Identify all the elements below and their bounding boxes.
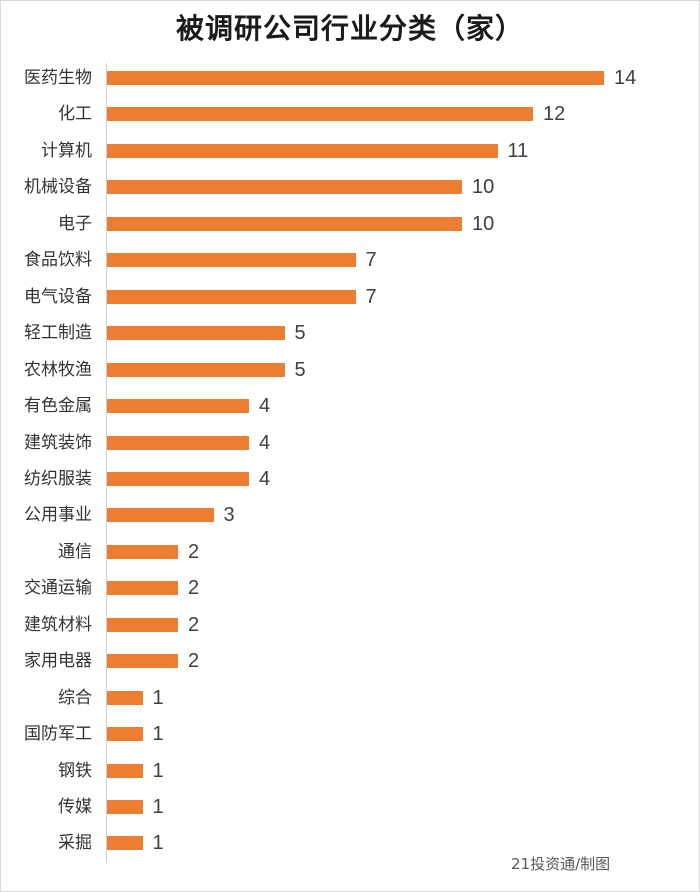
bar-row: 有色金属 4 (1, 388, 700, 424)
category-label: 电气设备 (24, 286, 92, 307)
bar-row: 食品饮料 7 (1, 242, 700, 278)
data-label: 1 (152, 759, 164, 782)
bar (107, 253, 356, 268)
bar (107, 617, 178, 632)
bar-row: 机械设备 10 (1, 169, 700, 205)
bar (107, 581, 178, 596)
bar (107, 399, 249, 414)
bar (107, 143, 498, 158)
data-label: 2 (188, 650, 200, 673)
bar-row: 电气设备 7 (1, 279, 700, 315)
bar-row: 计算机 11 (1, 133, 700, 169)
data-label: 11 (507, 139, 529, 162)
bar (107, 690, 143, 705)
category-label: 家用电器 (24, 651, 92, 672)
category-label: 食品饮料 (24, 250, 92, 271)
source-credit: 21投资通/制图 (511, 855, 611, 873)
data-label: 12 (543, 103, 566, 126)
category-label: 计算机 (41, 140, 92, 161)
data-label: 14 (614, 67, 637, 89)
bar-row: 轻工制造 5 (1, 315, 700, 351)
category-label: 纺织服装 (24, 468, 92, 489)
data-label: 2 (188, 577, 200, 600)
data-label: 1 (152, 832, 164, 855)
category-label: 化工 (58, 104, 92, 125)
category-label: 钢铁 (58, 760, 92, 781)
bar-row: 交通运输 2 (1, 570, 700, 606)
chart-title: 被调研公司行业分类（家） (175, 12, 524, 45)
category-label: 建筑装饰 (24, 432, 92, 453)
data-label: 2 (188, 540, 200, 563)
category-label: 交通运输 (24, 578, 92, 599)
bar (107, 727, 143, 742)
bar (107, 435, 249, 450)
bar (107, 180, 462, 195)
category-label: 通信 (58, 541, 92, 562)
bar (107, 107, 533, 122)
bar-row: 公用事业 3 (1, 497, 700, 533)
bar (107, 216, 462, 231)
bar (107, 544, 178, 559)
category-label: 农林牧渔 (24, 359, 92, 380)
bar-row: 家用电器 2 (1, 643, 700, 679)
bar (107, 71, 604, 85)
category-label: 采掘 (58, 833, 92, 854)
bar-row: 钢铁 1 (1, 753, 700, 789)
bar-row: 化工 12 (1, 96, 700, 132)
bar (107, 508, 214, 523)
category-label: 国防军工 (24, 724, 92, 745)
bar-row: 电子 10 (1, 206, 700, 242)
bar (107, 326, 285, 341)
data-label: 7 (365, 249, 377, 272)
bar (107, 800, 143, 814)
bar-row: 综合 1 (1, 680, 700, 716)
bar-row: 纺织服装 4 (1, 461, 700, 497)
bar (107, 289, 356, 304)
data-label: 4 (259, 467, 271, 490)
bar-row: 采掘 1 (1, 825, 700, 861)
bar (107, 654, 178, 669)
data-label: 7 (365, 285, 377, 308)
category-label: 电子 (58, 213, 92, 234)
data-label: 5 (294, 358, 306, 381)
bar-row: 传媒 1 (1, 789, 700, 825)
data-label: 10 (472, 176, 495, 199)
category-label: 传媒 (58, 797, 92, 817)
bar (107, 471, 249, 486)
data-label: 4 (259, 431, 271, 454)
data-label: 10 (472, 212, 495, 235)
bar (107, 763, 143, 778)
category-label: 公用事业 (24, 505, 92, 526)
data-label: 1 (152, 686, 164, 709)
bar-row: 农林牧渔 5 (1, 352, 700, 388)
category-label: 建筑材料 (24, 614, 92, 635)
data-label: 1 (152, 723, 164, 746)
category-label: 轻工制造 (24, 323, 92, 344)
bar-row: 建筑材料 2 (1, 607, 700, 643)
category-label: 有色金属 (24, 396, 92, 417)
bar-row: 国防军工 1 (1, 716, 700, 752)
category-label: 综合 (58, 687, 92, 708)
bar-row: 通信 2 (1, 534, 700, 570)
category-label: 机械设备 (24, 177, 92, 198)
bar-row: 建筑装饰 4 (1, 425, 700, 461)
data-label: 5 (294, 322, 306, 345)
category-axis-line (106, 63, 107, 863)
category-label: 医药生物 (24, 68, 92, 88)
data-label: 3 (223, 504, 235, 527)
data-label: 1 (152, 796, 164, 818)
bar-row: 医药生物 14 (1, 60, 700, 96)
bar (107, 362, 285, 377)
bar (107, 836, 143, 851)
data-label: 4 (259, 395, 271, 418)
data-label: 2 (188, 613, 200, 636)
